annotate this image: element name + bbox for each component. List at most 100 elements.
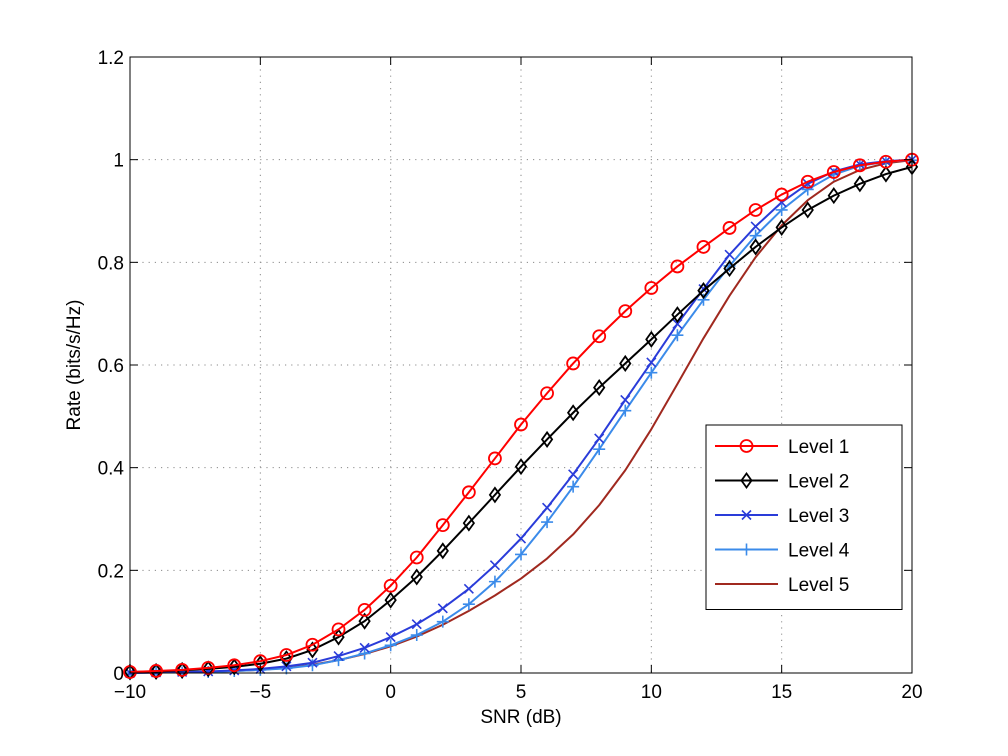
level-4-point <box>515 548 527 561</box>
level-2-point <box>410 568 423 586</box>
axis-ticks <box>129 56 913 674</box>
level-1-point <box>566 356 581 371</box>
level-2-point <box>723 259 736 278</box>
level-2-point <box>384 591 397 609</box>
x-tick-label: 0 <box>385 682 396 703</box>
level-1-point <box>800 174 815 189</box>
level-2-point <box>671 306 684 324</box>
level-1-point <box>279 648 294 662</box>
level-1-line <box>129 158 913 673</box>
y-tick-label: 1 <box>113 151 124 172</box>
level-2-point <box>436 542 449 560</box>
level-1-point <box>227 658 242 673</box>
level-3-point <box>854 159 865 170</box>
level-3-point <box>672 318 683 329</box>
level-2-point <box>853 175 867 193</box>
level-2-point <box>619 354 632 373</box>
level-2-point <box>149 662 163 681</box>
level-2-point <box>775 218 788 236</box>
x-tick-label: 20 <box>901 682 922 703</box>
level-2-point <box>175 661 189 679</box>
level-3-point <box>646 357 657 368</box>
legend-box <box>705 424 903 610</box>
legend-item-level-1: Level 1 <box>715 437 849 458</box>
level-1-point <box>435 518 450 533</box>
level-4-point <box>436 615 449 628</box>
level-2-point <box>306 641 319 659</box>
level-1-point <box>722 221 737 235</box>
level-2-line <box>129 165 913 673</box>
level-2-point <box>749 238 762 256</box>
level-1-point <box>540 386 554 401</box>
level-4-point <box>801 183 814 196</box>
level-1-point <box>514 417 528 432</box>
y-tick-label: 1.2 <box>98 48 124 69</box>
level-1-point <box>149 664 163 678</box>
x-tick-labels: −10 −5 0 5 10 15 20 <box>114 682 923 703</box>
level-2-point <box>593 379 606 397</box>
level-2-point <box>827 187 840 205</box>
level-3-point <box>515 533 527 544</box>
level-2-point <box>123 663 137 681</box>
level-3-point <box>359 642 370 653</box>
level-1-point <box>826 165 841 179</box>
level-1-point <box>670 259 685 274</box>
x-tick-label: 15 <box>771 682 792 703</box>
level-4-point <box>619 404 632 417</box>
legend-label: Level 5 <box>788 575 849 596</box>
level-2-point <box>566 404 580 422</box>
level-4-point <box>358 647 371 660</box>
legend-item-level-4: Level 4 <box>715 541 850 562</box>
level-3-point <box>437 603 448 614</box>
legend-item-level-2: Level 2 <box>715 472 849 493</box>
level-1-point <box>774 187 789 202</box>
level-4-point <box>593 443 606 456</box>
level-4-point <box>567 480 580 493</box>
legend-label: Level 1 <box>788 437 849 458</box>
y-axis-label: Rate (bits/s/Hz) <box>64 300 85 431</box>
legend-marker <box>740 471 753 490</box>
level-2-point <box>801 201 814 219</box>
legend-marker <box>741 509 752 521</box>
level-3-point <box>750 221 761 232</box>
level-4-point <box>384 639 397 652</box>
y-tick-label: 0.4 <box>98 459 125 480</box>
level-1-point <box>488 451 502 466</box>
level-3-point <box>333 650 344 662</box>
legend-label: Level 4 <box>788 541 850 562</box>
legend-item-level-5: Level 5 <box>715 575 849 596</box>
x-axis-label: SNR (dB) <box>480 707 561 728</box>
level-3-point <box>724 249 735 260</box>
legend-item-level-3: Level 3 <box>715 506 849 527</box>
level-1-point <box>644 281 659 295</box>
legend-label: Level 2 <box>788 472 849 493</box>
level-1-point <box>201 660 216 675</box>
level-1-point <box>879 154 893 169</box>
level-1-point <box>748 203 763 217</box>
x-tick-label: −10 <box>114 682 146 703</box>
level-3-point <box>489 560 500 571</box>
legend-marker <box>739 439 754 453</box>
level-1-point <box>618 304 633 319</box>
level-3-point <box>411 619 422 630</box>
y-tick-label: 0.2 <box>98 561 124 582</box>
level-1-point <box>331 622 346 637</box>
level-1-point <box>357 602 372 617</box>
level-4-point <box>462 598 475 611</box>
level-3-point <box>385 632 396 643</box>
level-2-point <box>879 165 893 183</box>
level-1-point <box>696 240 711 254</box>
level-3-point <box>594 433 605 444</box>
legend-marker <box>740 543 753 556</box>
level-4-point <box>697 293 710 306</box>
legend: Level 1 Level 2 Level 3 Level 4 Level 5 <box>705 424 903 610</box>
level-2-point <box>540 430 554 448</box>
level-3-point <box>568 469 579 480</box>
x-tick-label: −5 <box>249 682 271 703</box>
y-tick-label: 0 <box>113 664 124 685</box>
series-level-1 <box>123 152 919 679</box>
level-1-point <box>383 578 398 593</box>
level-4-point <box>645 366 658 379</box>
level-4-point <box>541 516 554 529</box>
